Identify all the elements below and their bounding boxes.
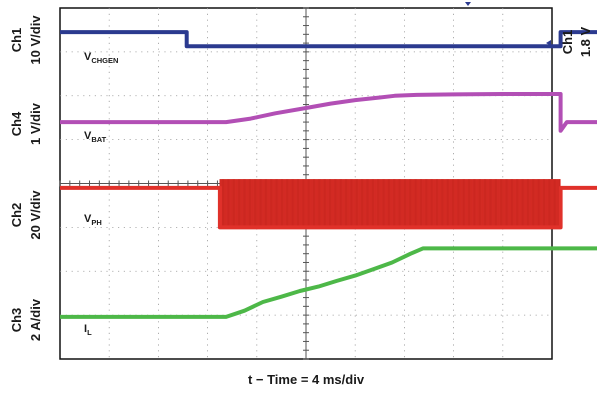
vph-switching-edges xyxy=(219,179,560,228)
channel-scale: 10 V/div xyxy=(28,15,43,65)
trace-label-ph: VPH xyxy=(84,213,102,227)
trigger-level-marker xyxy=(546,40,551,46)
channel-name: Ch3 xyxy=(9,308,24,333)
trace-l xyxy=(60,246,597,319)
vph-switching-band xyxy=(219,179,561,228)
trace-label-bat: VBAT xyxy=(84,130,107,144)
traces xyxy=(60,2,597,319)
channel-name: Ch2 xyxy=(9,203,24,228)
trigger-marker xyxy=(465,2,471,6)
trace-chgen xyxy=(60,30,597,49)
trace-ph xyxy=(60,185,597,230)
channel-name: Ch1 xyxy=(560,30,575,55)
trace-label-chgen: VCHGEN xyxy=(84,51,118,65)
channel-scale: 2 A/div xyxy=(28,298,43,341)
channel-scale: 1.8 V xyxy=(578,26,593,57)
trace-bat xyxy=(60,92,597,133)
channel-scale: 20 V/div xyxy=(28,190,43,240)
trace-label-l: IL xyxy=(84,323,92,337)
channel-name: Ch1 xyxy=(9,28,24,53)
channel-scale: 1 V/div xyxy=(28,102,43,145)
trace-labels: VCHGEN VBAT VPH IL xyxy=(84,51,118,337)
x-axis-label: t − Time = 4 ms/div xyxy=(248,372,365,387)
channel-labels: Ch1 10 V/div Ch4 1 V/div Ch2 20 V/div Ch3 2 A/d… xyxy=(9,15,593,341)
channel-name: Ch4 xyxy=(9,111,24,136)
